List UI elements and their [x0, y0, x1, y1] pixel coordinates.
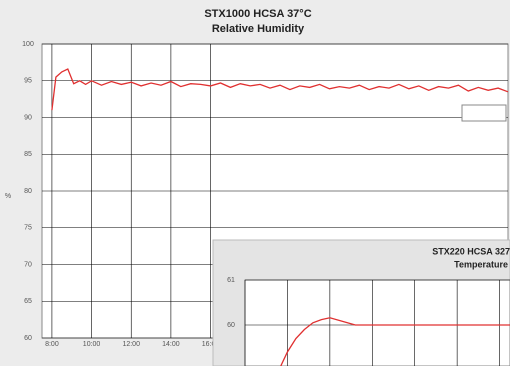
x-tick-label: 8:00 — [45, 341, 59, 348]
main-chart: 60 65 70 75 80 85 90 95 100 8:00 10:00 12:00 14:00 16… — [22, 41, 509, 348]
inset-plot-area — [244, 279, 510, 366]
y-tick-label: 85 — [24, 151, 32, 158]
chart-title: STX1000 HCSA 37°C — [204, 8, 311, 20]
y-tick-label: 100 — [22, 41, 34, 48]
y-tick-label: 61 — [227, 277, 235, 284]
y-tick-label: 80 — [24, 188, 32, 195]
x-tick-label: 12:00 — [122, 341, 140, 348]
inset-subtitle: Temperature — [454, 259, 508, 269]
y-tick-label: 75 — [24, 225, 32, 232]
y-tick-label: 60 — [227, 322, 235, 329]
x-tick-label: 16:00 — [202, 341, 220, 348]
inset-chart: STX220 HCSA 327 Temperature 60 61 — [212, 239, 510, 366]
y-axis-label: % — [5, 193, 11, 200]
y-tick-label: 90 — [24, 114, 32, 121]
x-tick-label: 14:00 — [162, 341, 180, 348]
y-tick-label: 60 — [24, 335, 32, 342]
inset-title: STX220 HCSA 327 — [432, 246, 510, 256]
data-line — [280, 317, 510, 366]
data-line — [51, 68, 509, 111]
y-tick-label: 70 — [24, 261, 32, 268]
x-tick-label: 10:00 — [83, 341, 101, 348]
chart-subtitle: Relative Humidity — [212, 23, 305, 35]
y-tick-label: 95 — [24, 78, 32, 85]
y-tick-label: 65 — [24, 298, 32, 305]
legend — [461, 104, 507, 122]
